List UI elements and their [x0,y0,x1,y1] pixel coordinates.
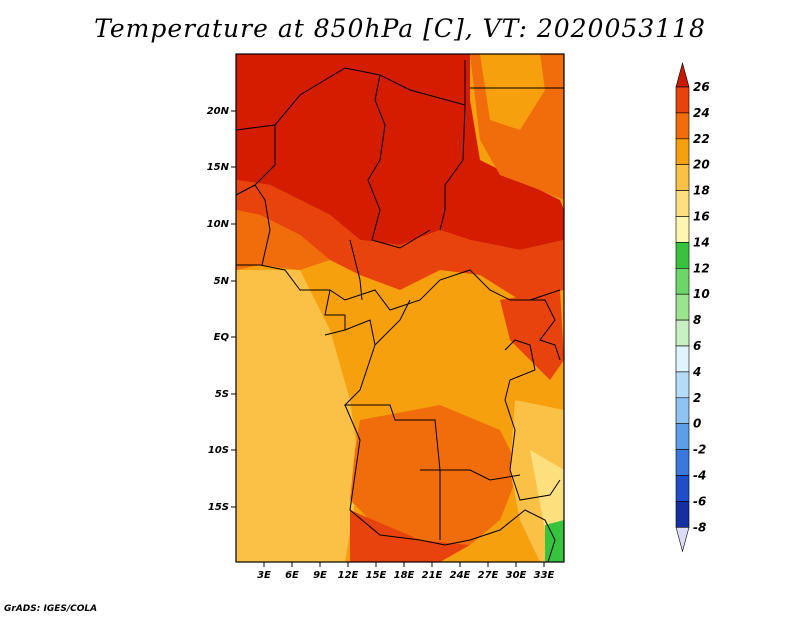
lat-label: 20N [207,106,230,117]
colorbar-segment [675,397,690,424]
colorbar-segment [675,242,690,269]
colorbar-label: -2 [693,443,706,457]
latitude-axis: 20N 15N 10N 5N EQ 5S 10S 15S [207,106,236,513]
colorbar-label: 24 [693,106,710,120]
temperature-field [236,54,564,562]
map-frame [235,53,565,563]
colorbar-segment [675,164,690,191]
lat-label: 5S [215,389,229,400]
lon-label: 18E [394,570,415,581]
lon-label: 21E [422,570,443,581]
lat-label: 5N [214,276,230,287]
colorbar-label: 2 [693,391,701,405]
colorbar-label: 16 [693,210,710,224]
colorbar-top-arrow [675,61,690,88]
lon-label: 33E [534,570,555,581]
colorbar-segment [675,423,690,450]
colorbar-label: 22 [693,132,710,146]
lon-label: 6E [285,570,299,581]
lat-label: 15S [208,502,229,513]
colorbar-label: 26 [693,80,710,94]
colorbar-segment [675,501,690,528]
colorbar-label: 20 [693,158,710,172]
colorbar-label: 8 [693,313,701,327]
colorbar-label: 18 [693,184,710,198]
colorbar-label: -6 [693,494,706,508]
credit-text: GrADS: IGES/COLA [4,604,98,614]
lon-label: 15E [366,570,387,581]
colorbar-label: 14 [693,235,710,249]
colorbar-segment [675,112,690,140]
colorbar-segment [675,475,690,502]
lat-label: 15N [207,162,230,173]
colorbar-segment [675,86,690,114]
longitude-axis: 3E 6E 9E 12E 15E 18E 21E 24E 27E 30E 33E [257,562,555,581]
lon-label: 30E [506,570,527,581]
lon-label: 3E [257,570,271,581]
colorbar-label: 4 [692,365,701,379]
colorbar-label: 12 [693,261,710,275]
lon-label: 12E [338,570,359,581]
lat-label: EQ [214,332,230,343]
colorbar-label: -8 [693,520,706,534]
lon-label: 24E [450,570,471,581]
colorbar-label: -4 [693,469,706,483]
lat-label: 10S [208,445,229,456]
colorbar-segment [675,319,690,347]
lon-label: 9E [313,570,327,581]
colorbar-segment [675,190,690,217]
colorbar-segment [675,293,690,321]
map-title: Temperature at 850hPa [C], VT: 202005311… [94,14,706,43]
country-borders [236,60,564,562]
colorbar-segment [675,267,690,295]
colorbar-bottom-arrow [675,526,690,553]
colorbar-segment [675,371,690,399]
lat-label: 10N [207,219,230,230]
colorbar-segment [675,345,690,373]
colorbar-segment [675,138,690,166]
lon-label: 27E [478,570,499,581]
colorbar-segment [675,216,690,243]
colorbar-segment [675,449,690,476]
colorbar-label: 6 [693,339,701,353]
colorbar-label: 0 [693,417,701,431]
colorbar-label: 10 [693,287,710,301]
